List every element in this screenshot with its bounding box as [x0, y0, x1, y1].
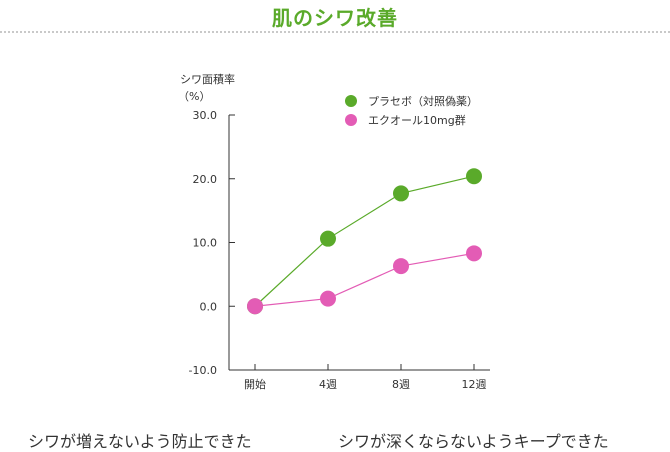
title-divider — [0, 31, 670, 33]
data-point-series-2 — [466, 245, 482, 262]
x-tick-label: 開始 — [244, 377, 266, 391]
x-tick-label: 4週 — [319, 378, 337, 391]
chart-axes — [228, 115, 490, 371]
y-axis-unit: （%） — [178, 90, 210, 103]
series-line-1 — [254, 175, 475, 307]
data-point-series-1 — [466, 168, 482, 185]
page-title: 肌のシワ改善 — [272, 6, 398, 30]
y-tick-label: 20.0 — [193, 173, 218, 186]
data-point-series-2 — [247, 298, 263, 315]
y-tick-label: 10.0 — [193, 237, 218, 250]
data-point-series-2 — [320, 290, 336, 307]
y-tick-label: 0.0 — [200, 300, 218, 313]
x-tick-label: 12週 — [462, 378, 487, 391]
caption-left: シワが増えないよう防止できた — [28, 432, 252, 451]
y-ticks: 30.0 20.0 10.0 0.0 -10.0 — [189, 109, 235, 377]
caption-right: シワが深くならないようキープできた — [338, 432, 609, 451]
x-tick-label: 8週 — [392, 378, 410, 391]
series-line-2 — [254, 252, 475, 307]
legend-marker — [345, 95, 357, 107]
y-tick-label: -10.0 — [189, 364, 217, 377]
legend: プラセボ（対照偽薬） エクオール10mg群 — [345, 94, 478, 127]
x-ticks: 開始 4週 8週 12週 — [244, 364, 487, 391]
series-points — [247, 168, 482, 315]
y-tick-label: 30.0 — [193, 109, 218, 122]
y-axis-label: シワ面積率 — [180, 72, 235, 86]
data-point-series-1 — [393, 185, 409, 202]
legend-label: プラセボ（対照偽薬） — [368, 94, 478, 108]
data-point-series-2 — [393, 258, 409, 275]
legend-label: エクオール10mg群 — [368, 113, 466, 127]
legend-marker — [345, 114, 357, 126]
series-lines — [254, 175, 475, 307]
data-point-series-1 — [320, 230, 336, 247]
y-axis-label-group: シワ面積率 （%） — [178, 72, 235, 103]
